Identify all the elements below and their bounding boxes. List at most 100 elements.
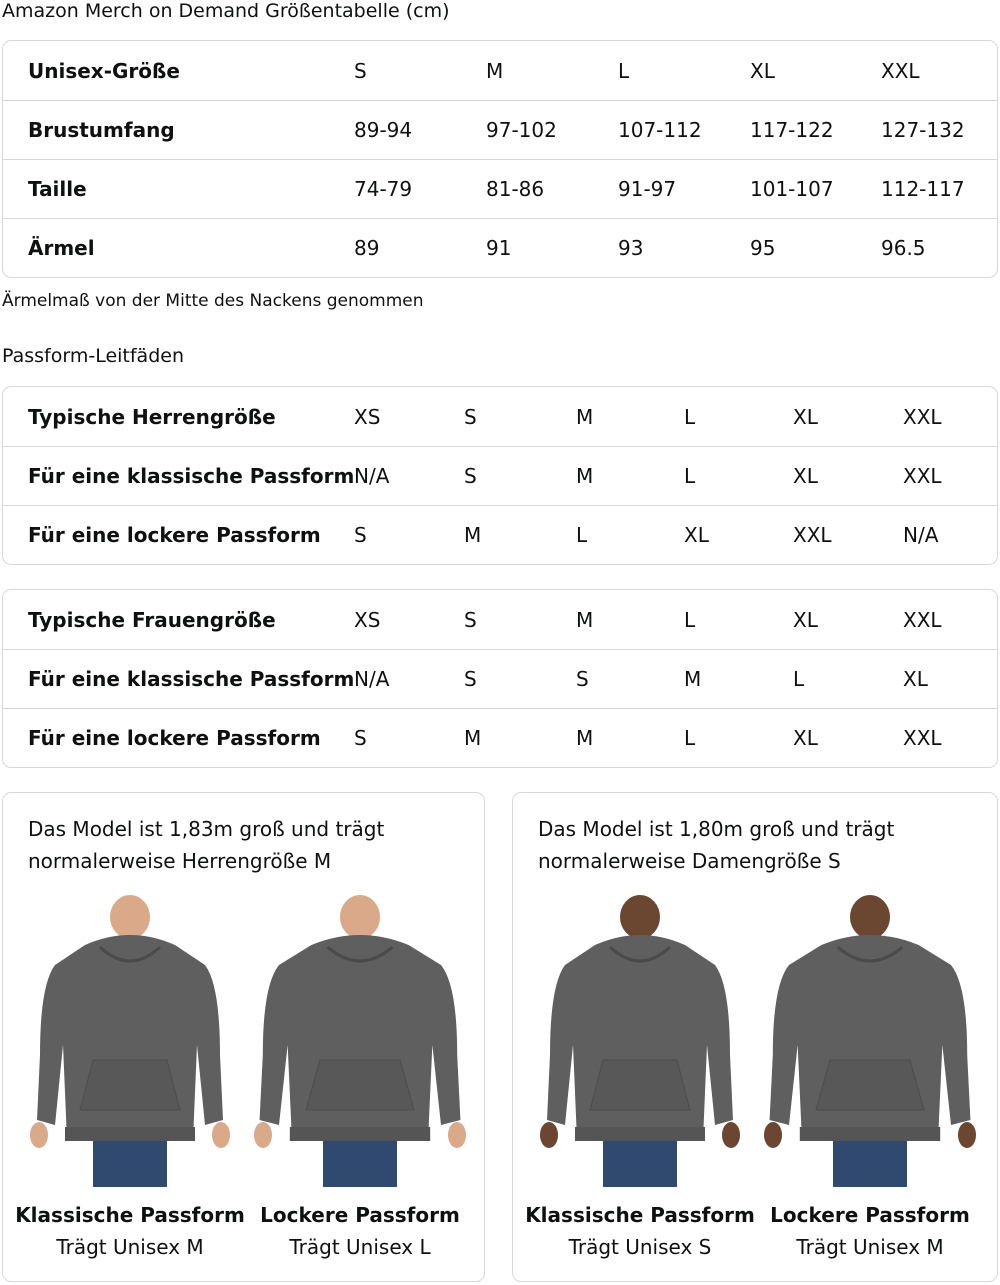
model-photo-hoodie [525, 895, 755, 1187]
cell: N/A [354, 667, 390, 691]
fit-caption: Klassische Passform Trägt Unisex M [15, 1203, 245, 1259]
cell: N/A [903, 523, 939, 547]
table-row: Für eine klassische Passform N/A S M L XL XXL [3, 446, 997, 505]
model-description-line: Das Model ist 1,80m groß und trägt [538, 817, 895, 841]
fit-caption-title: Lockere Passform [260, 1203, 460, 1227]
row-label: Für eine klassische Passform [28, 464, 355, 488]
cell: L [576, 523, 588, 547]
row-label: Für eine klassische Passform [28, 667, 355, 691]
fit-guides-title: Passform-Leitfäden [2, 345, 184, 367]
cell: XL [793, 726, 818, 750]
cell: M [576, 726, 594, 750]
size-chart-title: Amazon Merch on Demand Größentabelle (cm… [2, 0, 450, 22]
table-row: Für eine lockere Passform S M M L XL XXL [3, 708, 997, 767]
cell: 74-79 [354, 177, 413, 201]
row-label: Für eine lockere Passform [28, 523, 321, 547]
table-row: Taille 74-79 81-86 91-97 101-107 112-117 [3, 159, 997, 218]
cell: L [684, 464, 696, 488]
fit-caption-size: Trägt Unisex L [289, 1235, 431, 1259]
size-chart-table: Unisex-Größe S M L XL XXL Brustumfang 89-94 97-1… [2, 40, 998, 278]
fit-caption-size: Trägt Unisex M [56, 1235, 204, 1259]
table-row: Ärmel 89 91 93 95 96.5 [3, 218, 997, 277]
cell: M [576, 404, 594, 429]
cell: XXL [881, 58, 920, 83]
fit-caption-title: Klassische Passform [525, 1203, 755, 1227]
fit-caption-title: Lockere Passform [770, 1203, 970, 1227]
cell: 93 [618, 236, 644, 260]
cell: S [464, 667, 477, 691]
model-photo-hoodie [245, 895, 475, 1187]
cell: 127-132 [881, 118, 965, 142]
table-row: Brustumfang 89-94 97-102 107-112 117-122 127-… [3, 100, 997, 159]
cell: 95 [750, 236, 776, 260]
cell: S [354, 58, 367, 83]
cell: XS [354, 607, 381, 632]
cell: 89 [354, 236, 380, 260]
cell: 117-122 [750, 118, 834, 142]
cell: S [354, 726, 367, 750]
male-model-card: Das Model ist 1,83m groß und trägt norma… [2, 792, 485, 1282]
cell: 112-117 [881, 177, 965, 201]
cell: L [793, 667, 805, 691]
row-label: Typische Frauengröße [28, 607, 276, 632]
model-photo-hoodie [15, 895, 245, 1187]
cell: XL [793, 607, 818, 632]
cell: XL [793, 464, 818, 488]
cell: 91-97 [618, 177, 677, 201]
cell: 107-112 [618, 118, 702, 142]
cell: XS [354, 404, 381, 429]
fit-caption: Klassische Passform Trägt Unisex S [525, 1203, 755, 1259]
cell: 96.5 [881, 236, 926, 260]
cell: M [464, 523, 482, 547]
cell: XXL [903, 607, 942, 632]
cell: L [684, 404, 696, 429]
model-description-line: normalerweise Damengröße S [538, 849, 841, 873]
fit-caption-size: Trägt Unisex S [568, 1235, 712, 1259]
female-model-card: Das Model ist 1,80m groß und trägt norma… [512, 792, 998, 1282]
cell: 81-86 [486, 177, 545, 201]
cell: 89-94 [354, 118, 413, 142]
fit-caption-size: Trägt Unisex M [796, 1235, 944, 1259]
cell: M [576, 464, 594, 488]
cell: S [464, 464, 477, 488]
row-label: Taille [28, 177, 87, 201]
cell: XL [750, 58, 775, 83]
model-description-line: normalerweise Herrengröße M [28, 849, 332, 873]
women-fit-table: Typische Frauengröße XS S M L XL XXL Für eine k… [2, 589, 998, 768]
table-row: Für eine lockere Passform S M L XL XXL N/A [3, 505, 997, 564]
cell: 91 [486, 236, 512, 260]
cell: N/A [354, 464, 390, 488]
sleeve-note: Ärmelmaß von der Mitte des Nackens genom… [2, 291, 424, 311]
cell: S [464, 607, 477, 632]
table-row: Unisex-Größe S M L XL XXL [3, 41, 997, 100]
table-row: Typische Herrengröße XS S M L XL XXL [3, 387, 997, 446]
cell: S [576, 667, 589, 691]
row-label: Brustumfang [28, 118, 175, 142]
table-row: Typische Frauengröße XS S M L XL XXL [3, 590, 997, 649]
cell: M [486, 58, 504, 83]
cell: XL [903, 667, 928, 691]
model-description: Das Model ist 1,80m groß und trägt norma… [538, 813, 894, 877]
cell: L [618, 58, 630, 83]
men-fit-table: Typische Herrengröße XS S M L XL XXL Für eine k… [2, 386, 998, 565]
model-description: Das Model ist 1,83m groß und trägt norma… [28, 813, 384, 877]
cell: XL [793, 404, 818, 429]
fit-caption: Lockere Passform Trägt Unisex L [245, 1203, 475, 1259]
cell: 101-107 [750, 177, 834, 201]
row-label: Ärmel [28, 236, 95, 260]
row-label: Für eine lockere Passform [28, 726, 321, 750]
fit-caption: Lockere Passform Trägt Unisex M [755, 1203, 985, 1259]
cell: S [464, 404, 477, 429]
cell: M [576, 607, 594, 632]
cell: XL [684, 523, 709, 547]
table-row: Für eine klassische Passform N/A S S M L XL [3, 649, 997, 708]
row-label: Unisex-Größe [28, 58, 180, 83]
cell: S [354, 523, 367, 547]
cell: 97-102 [486, 118, 557, 142]
cell: M [684, 667, 702, 691]
cell: XXL [903, 726, 942, 750]
fit-caption-title: Klassische Passform [15, 1203, 245, 1227]
cell: XXL [903, 464, 942, 488]
cell: XXL [793, 523, 832, 547]
model-description-line: Das Model ist 1,83m groß und trägt [28, 817, 385, 841]
